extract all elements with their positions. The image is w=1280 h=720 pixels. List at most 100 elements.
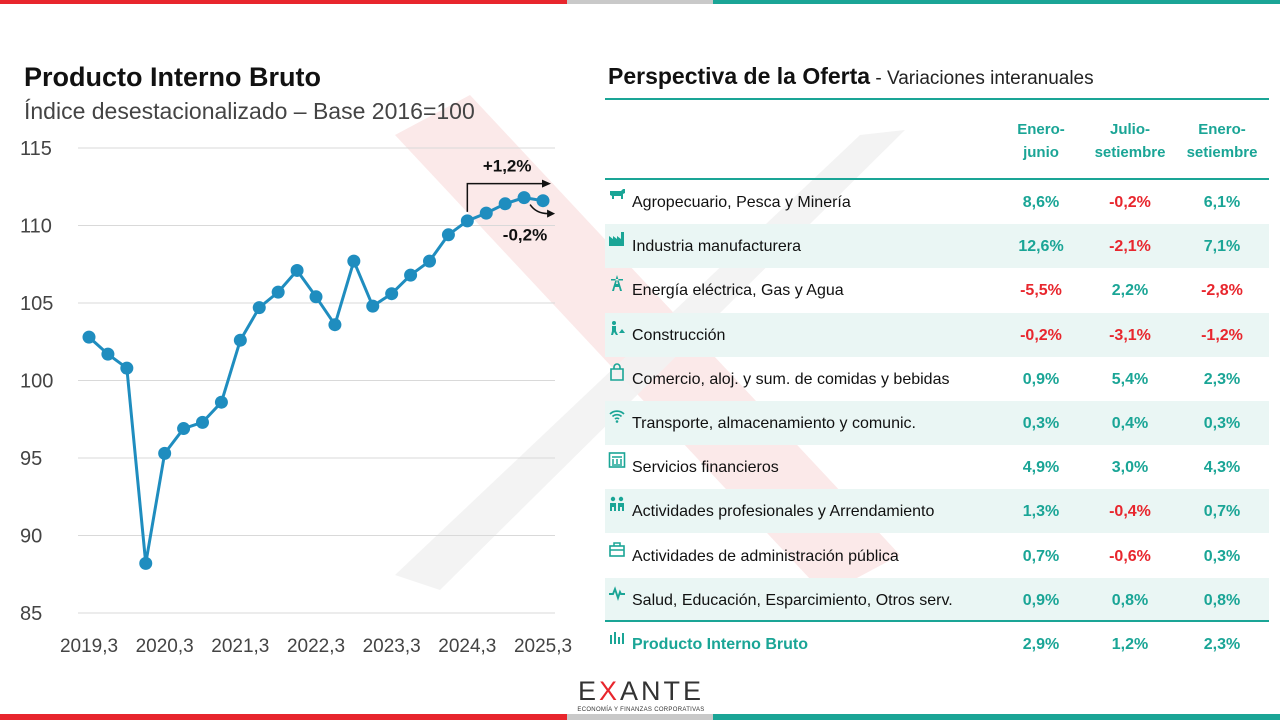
row-value: 1,3% <box>1022 503 1060 521</box>
row-value: 0,8% <box>1111 591 1149 609</box>
logo-letter-x: X <box>598 676 620 706</box>
row-value: -3,1% <box>1109 326 1151 344</box>
table-row: Agropecuario, Pesca y Minería 8,6% -0,2% 6,… <box>605 180 1269 224</box>
heartbeat-icon <box>609 586 625 601</box>
row-value: 0,3% <box>1203 415 1241 432</box>
table-title-main: Perspectiva de la Oferta <box>608 63 871 89</box>
table-title: Perspectiva de la Oferta - Variaciones i… <box>608 63 1094 90</box>
data-point <box>498 197 512 211</box>
row-value: -0,4% <box>1109 503 1151 521</box>
table-row: Transporte, almacenamiento y comunic. 0,3… <box>605 401 1269 445</box>
data-point <box>404 268 418 282</box>
row-value: 0,3% <box>1022 415 1060 432</box>
pib-line-chart: 115 110 105 100 95 90 85 2019,3 2020,3 2021,3 2022… <box>20 138 572 657</box>
row-label: Agropecuario, Pesca y Minería <box>632 194 851 211</box>
data-point <box>385 287 399 301</box>
row-value: 0,3% <box>1203 547 1241 565</box>
y-tick-label: 85 <box>20 603 42 625</box>
chart-subtitle: Índice desestacionalizado – Base 2016=10… <box>24 98 475 124</box>
row-value: 0,7% <box>1203 503 1241 521</box>
row-value: 1,2% <box>1111 636 1149 653</box>
row-value: 7,1% <box>1203 238 1241 256</box>
data-point <box>120 361 134 375</box>
data-point <box>517 191 531 205</box>
table-row: Industria manufacturera 12,6% -2,1% 7,1% <box>605 224 1269 269</box>
column-header-enero-junio: Enero-junio <box>1017 121 1065 161</box>
x-tick-label: 2021,3 <box>211 636 269 657</box>
row-value: 4,3% <box>1203 459 1241 477</box>
row-value: 2,3% <box>1203 636 1241 653</box>
annotation-curve <box>529 204 549 215</box>
row-value: 2,9% <box>1022 636 1060 653</box>
x-tick-label: 2022,3 <box>287 636 345 657</box>
y-tick-label: 115 <box>20 138 52 160</box>
table-row: Servicios financieros 4,9% 3,0% 4,3% <box>605 445 1269 489</box>
data-point <box>366 299 380 313</box>
row-value: 0,4% <box>1111 415 1149 432</box>
row-value: -0,2% <box>1020 326 1062 344</box>
table-row: Construcción -0,2% -3,1% -1,2% <box>605 312 1269 357</box>
row-label: Energía eléctrica, Gas y Agua <box>632 282 844 300</box>
row-value: 0,9% <box>1022 591 1060 609</box>
data-point <box>309 290 323 304</box>
table-row: Energía eléctrica, Gas y Agua -5,5% 2,2% -2… <box>605 268 1269 312</box>
table-total-rule <box>605 620 1269 622</box>
exante-logo: EXANTE ECONOMÍA Y FINANZAS CORPORATIVAS <box>574 676 708 714</box>
annotation-arrowhead <box>542 179 551 188</box>
row-value: 6,1% <box>1203 194 1241 211</box>
row-value: 2,3% <box>1203 370 1241 388</box>
table-top-rule <box>605 98 1269 100</box>
logo-letter-e: E <box>577 676 599 706</box>
table-row: Comercio, aloj. y sum. de comidas y bebi… <box>605 357 1269 401</box>
row-value: -2,8% <box>1201 282 1243 300</box>
logo-tagline: ECONOMÍA Y FINANZAS CORPORATIVAS <box>577 707 705 713</box>
x-tick-label: 2025,3 <box>514 636 572 657</box>
data-point <box>271 285 285 299</box>
row-value: 2,2% <box>1111 282 1149 300</box>
data-point <box>423 254 436 268</box>
column-header-enero-setiembre: Enero-setiembre <box>1186 121 1258 161</box>
row-value: 8,6% <box>1022 194 1060 211</box>
column-header-julio-setiembre: Julio-setiembre <box>1094 121 1166 161</box>
data-point <box>479 206 493 220</box>
row-label: Actividades de administración pública <box>632 547 899 565</box>
row-value: 0,9% <box>1022 370 1060 388</box>
row-value: 0,7% <box>1022 547 1060 565</box>
data-point <box>328 318 342 332</box>
data-point <box>347 254 361 268</box>
row-value: -1,2% <box>1201 326 1243 344</box>
data-point <box>252 301 266 315</box>
annotation-bracket <box>466 182 545 212</box>
row-value: -5,5% <box>1020 282 1062 300</box>
annotation-arrowhead-2 <box>547 209 556 218</box>
data-point <box>82 330 96 344</box>
table-header-rule <box>605 178 1269 180</box>
worker-icon <box>611 320 625 335</box>
table-row: Salud, Educación, Esparcimiento, Otros s… <box>605 577 1269 622</box>
data-point <box>536 194 550 208</box>
data-point <box>196 415 209 429</box>
x-tick-label: 2019,3 <box>60 636 118 657</box>
annotation-yoy: +1,2% <box>483 157 532 176</box>
bottom-accent-bar <box>0 714 1280 720</box>
row-value: 3,0% <box>1111 459 1149 477</box>
data-point <box>441 228 455 242</box>
y-tick-label: 110 <box>20 216 52 238</box>
data-point <box>460 214 474 228</box>
x-tick-label: 2023,3 <box>363 636 421 657</box>
data-point <box>177 422 191 436</box>
table-title-sub: - Variaciones interanuales <box>870 68 1094 89</box>
y-tick-label: 105 <box>20 293 53 315</box>
table-row: Actividades de administración pública 0,7… <box>605 534 1269 578</box>
annotation-qoq: -0,2% <box>503 226 547 245</box>
x-tick-label: 2024,3 <box>438 636 496 657</box>
factory-icon <box>609 232 624 247</box>
bank-icon <box>608 452 626 468</box>
cow-icon <box>610 189 625 199</box>
row-label: Transporte, almacenamiento y comunic. <box>632 415 916 432</box>
row-label: Servicios financieros <box>632 459 779 477</box>
bar-chart-icon <box>610 632 624 644</box>
power-tower-icon <box>611 275 623 292</box>
data-point <box>139 556 153 570</box>
table-row: Actividades profesionales y Arrendamient… <box>605 489 1269 534</box>
